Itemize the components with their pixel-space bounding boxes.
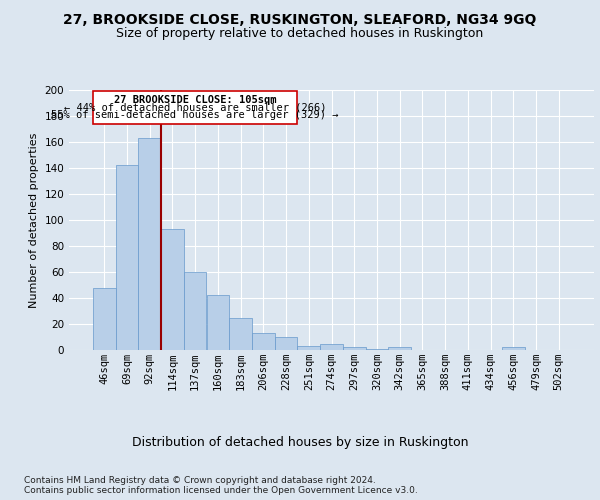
Bar [229,318,252,350]
Bar [206,296,229,350]
Bar [365,348,388,350]
Text: Contains HM Land Registry data © Crown copyright and database right 2024.
Contai: Contains HM Land Registry data © Crown c… [24,476,418,495]
Text: Size of property relative to detached houses in Ruskington: Size of property relative to detached ho… [116,28,484,40]
Y-axis label: Number of detached properties: Number of detached properties [29,132,39,308]
Bar [161,229,184,350]
Bar [252,333,275,350]
Bar [139,138,161,350]
Text: 55% of semi-detached houses are larger (329) →: 55% of semi-detached houses are larger (… [52,110,339,120]
Text: 27, BROOKSIDE CLOSE, RUSKINGTON, SLEAFORD, NG34 9GQ: 27, BROOKSIDE CLOSE, RUSKINGTON, SLEAFOR… [64,12,536,26]
Text: 27 BROOKSIDE CLOSE: 105sqm: 27 BROOKSIDE CLOSE: 105sqm [114,96,277,106]
Bar [320,344,343,350]
Text: Distribution of detached houses by size in Ruskington: Distribution of detached houses by size … [132,436,468,449]
Bar [184,272,206,350]
Bar [502,348,524,350]
Bar [93,288,116,350]
Bar [298,346,320,350]
Bar [275,337,298,350]
Text: ← 44% of detached houses are smaller (266): ← 44% of detached houses are smaller (26… [64,102,326,113]
Bar [343,348,365,350]
FancyBboxPatch shape [93,92,298,124]
Bar [116,166,139,350]
Bar [388,348,411,350]
